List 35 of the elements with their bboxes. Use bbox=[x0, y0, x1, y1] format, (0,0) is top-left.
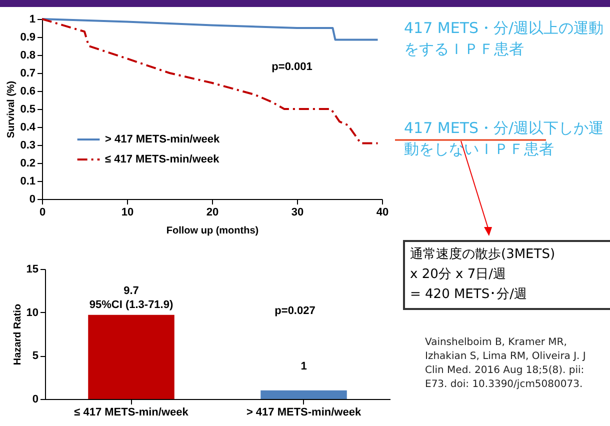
y-tick-label: 0.2 bbox=[20, 158, 36, 170]
legend-label: > 417 METS-min/week bbox=[105, 134, 221, 146]
annotation: p=0.001 bbox=[272, 61, 312, 73]
text: 417 METS・分/週以下しか運動をしないＩＰＦ患者 bbox=[404, 118, 604, 160]
y-tick-label: 0.7 bbox=[20, 68, 36, 80]
y-tick-label: 0.1 bbox=[20, 176, 36, 188]
text: 417 METS・分/週以上の運動をするＩＰＦ患者 bbox=[404, 18, 604, 60]
data-label: 1 bbox=[300, 360, 307, 372]
y-tick-label: 0 bbox=[32, 394, 38, 406]
x-tick-label: 40 bbox=[376, 206, 389, 218]
y-tick-label: 5 bbox=[32, 350, 38, 362]
x-tick-label: 20 bbox=[206, 206, 219, 218]
y-tick-label: 1 bbox=[29, 14, 36, 26]
y-tick-label: 0.6 bbox=[20, 86, 36, 98]
x-axis-title: Follow up (months) bbox=[166, 226, 259, 236]
y-tick-label: 10 bbox=[26, 306, 38, 319]
y-tick-label: 0.4 bbox=[20, 122, 36, 134]
line-series bbox=[41, 18, 379, 41]
y-tick-label: 0 bbox=[29, 194, 36, 206]
data-label: 9.7 bbox=[124, 284, 139, 297]
y-tick-label: 0.5 bbox=[20, 104, 36, 116]
x-tick-label: 30 bbox=[291, 206, 304, 218]
y-tick-label: 0.3 bbox=[20, 140, 36, 152]
x-tick-label: 10 bbox=[121, 206, 134, 218]
text: 通常速度の散歩(3METS) x 20分 x 7日/週 = 420 METS･分/週 bbox=[403, 240, 610, 310]
y-tick-label: 15 bbox=[26, 264, 38, 276]
legend-label: ≤ 417 METS-min/week bbox=[105, 154, 220, 166]
y-tick-label: 0.9 bbox=[20, 32, 36, 44]
annotation: p=0.027 bbox=[274, 305, 316, 317]
annotation: 95%CI (1.3-71.9) bbox=[89, 298, 174, 311]
y-axis-title: Survival (%) bbox=[6, 80, 18, 138]
y-tick-label: 0.8 bbox=[20, 50, 36, 62]
line-series bbox=[41, 18, 379, 144]
y-axis-title: Hazard Ratio bbox=[12, 304, 24, 366]
text: Vainshelboim B, Kramer MR, Izhakian S, Lima RM, Oliveira J. J Clin Med. 2016 Aug 18;5(8). pii: E73. doi: 10.3390/jcm5080073. bbox=[425, 336, 587, 392]
